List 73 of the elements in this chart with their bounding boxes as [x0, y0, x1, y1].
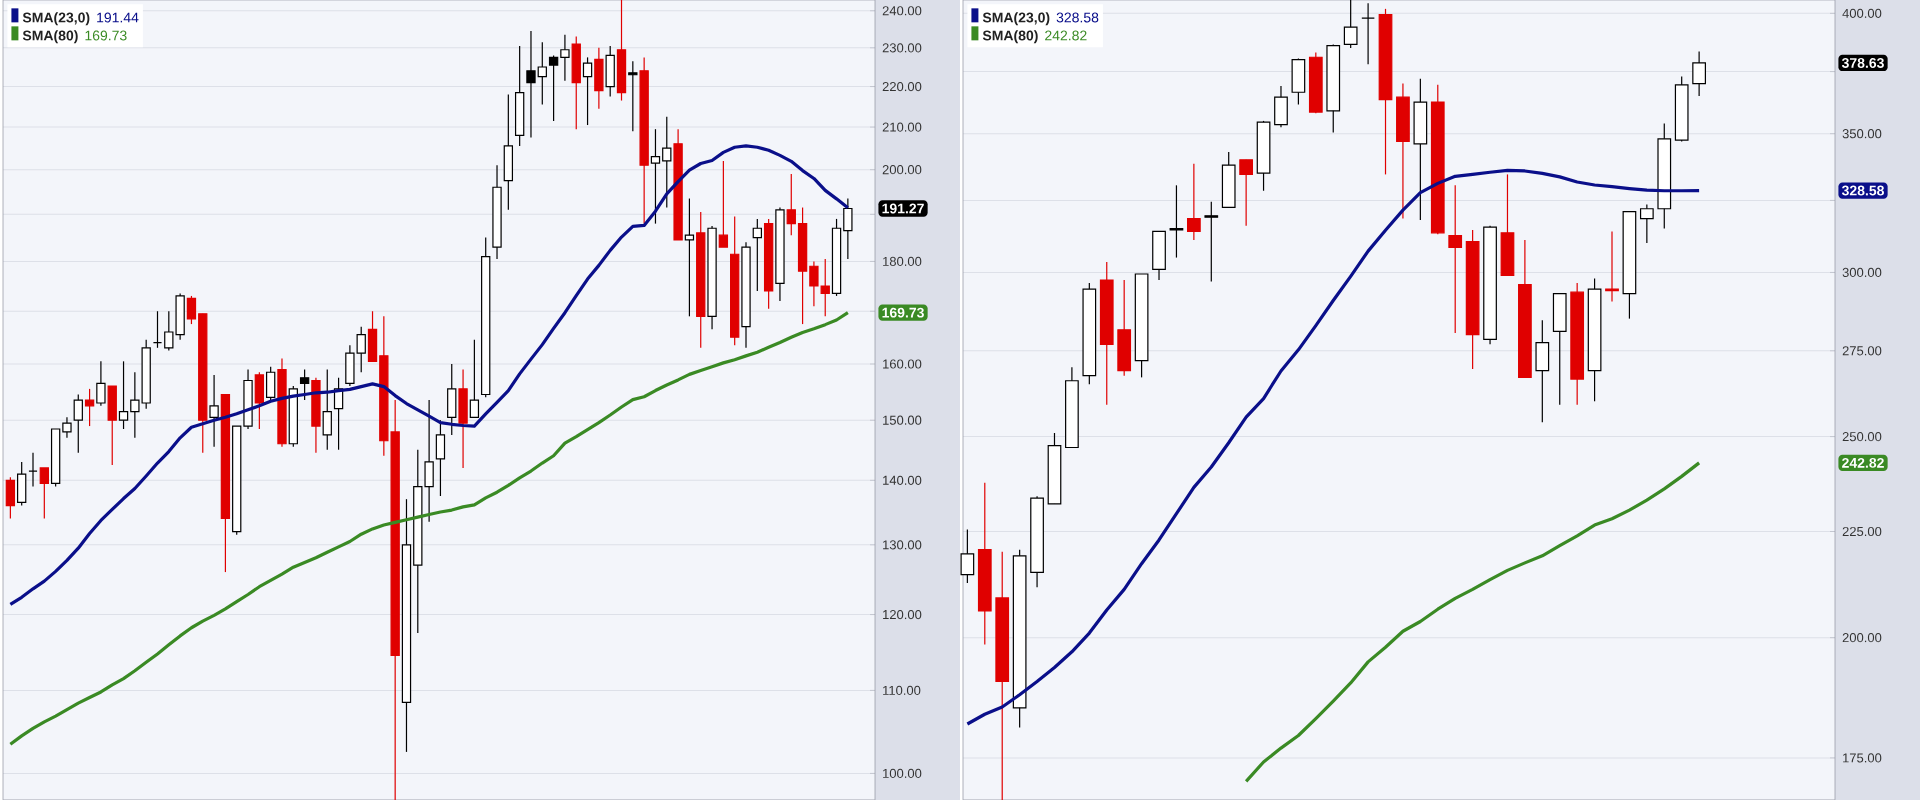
candlestick — [322, 368, 332, 451]
candlestick — [650, 128, 661, 225]
candlestick — [96, 360, 106, 407]
candlestick — [662, 116, 672, 209]
candlestick — [1169, 184, 1184, 259]
candlestick — [582, 56, 593, 126]
candlestick — [1239, 159, 1254, 227]
annotation: 169.73 — [85, 30, 127, 41]
y-tick-label: 300.00 — [1842, 267, 1882, 278]
candlestick — [1692, 50, 1706, 97]
candlestick — [718, 160, 729, 248]
annotation: 242.82 — [1045, 30, 1087, 41]
candlestick — [186, 295, 197, 325]
candlestick — [1204, 201, 1219, 283]
candlestick — [1361, 2, 1375, 65]
y-tick-label: 225.00 — [1842, 526, 1882, 537]
candlestick — [299, 368, 310, 401]
y-tick-label: 140.00 — [883, 475, 922, 485]
line-series — [8, 311, 850, 746]
candlestick — [435, 419, 446, 497]
y-tick-label: 200.00 — [1842, 633, 1882, 643]
y-tick-label: 250.00 — [1842, 432, 1882, 442]
candlestick — [84, 388, 95, 427]
y-tick-label: 210.00 — [882, 122, 922, 132]
candlestick — [752, 218, 762, 292]
y-tick-label: 120.00 — [883, 610, 922, 620]
candlestick — [1605, 230, 1619, 303]
y-tick-label: 130.00 — [883, 540, 922, 550]
candlestick — [628, 60, 638, 132]
candlestick — [843, 197, 853, 260]
candlestick — [209, 374, 219, 448]
candlestick — [809, 260, 819, 307]
candlestick — [684, 197, 695, 317]
candlestick — [548, 54, 559, 122]
annotation: 191.44 — [97, 12, 139, 23]
legend-label: SMA(80) — [982, 30, 1038, 44]
candlestick — [469, 339, 480, 418]
text: 169.73 — [882, 307, 924, 318]
y-tick-label: 220.00 — [882, 81, 922, 92]
candlestick — [62, 416, 72, 439]
candlestick — [786, 173, 796, 236]
y-tick-label: 100.00 — [883, 768, 922, 778]
legend-label: SMA(23,0) — [22, 12, 90, 26]
y-tick-label: 180.00 — [883, 256, 922, 266]
y-tick-label: 175.00 — [1843, 753, 1882, 763]
text: 328.58 — [1841, 185, 1884, 196]
y-tick-label: 350.00 — [1842, 129, 1882, 139]
text: 378.63 — [1841, 58, 1884, 68]
candlestick — [526, 30, 536, 139]
text: 191.27 — [882, 203, 924, 214]
candlestick — [73, 393, 83, 454]
y-tick-label: 160.00 — [883, 359, 922, 369]
legend-label: SMA(23,0) — [982, 12, 1050, 26]
y-tick-label: 150.00 — [883, 415, 922, 425]
line-series — [965, 168, 1701, 726]
candlestick — [39, 467, 49, 520]
annotation: 328.58 — [1056, 12, 1099, 23]
candlestick — [1639, 203, 1654, 244]
candlestick — [820, 258, 830, 317]
y-tick-label: 200.00 — [882, 165, 922, 175]
candlestick — [560, 34, 570, 82]
y-tick-label: 230.00 — [882, 43, 922, 53]
candlestick — [537, 41, 547, 106]
candlestick — [1186, 163, 1201, 241]
legend-label: SMA(80) — [22, 30, 78, 44]
line-series — [1244, 461, 1701, 783]
y-tick-label: 400.00 — [1842, 8, 1882, 18]
y-tick-label: 275.00 — [1842, 346, 1882, 356]
candlestick — [1448, 184, 1463, 334]
y-tick-label: 240.00 — [882, 6, 922, 16]
y-tick-label: 110.00 — [883, 685, 921, 695]
text: 242.82 — [1842, 457, 1884, 468]
candlestick — [118, 360, 129, 430]
